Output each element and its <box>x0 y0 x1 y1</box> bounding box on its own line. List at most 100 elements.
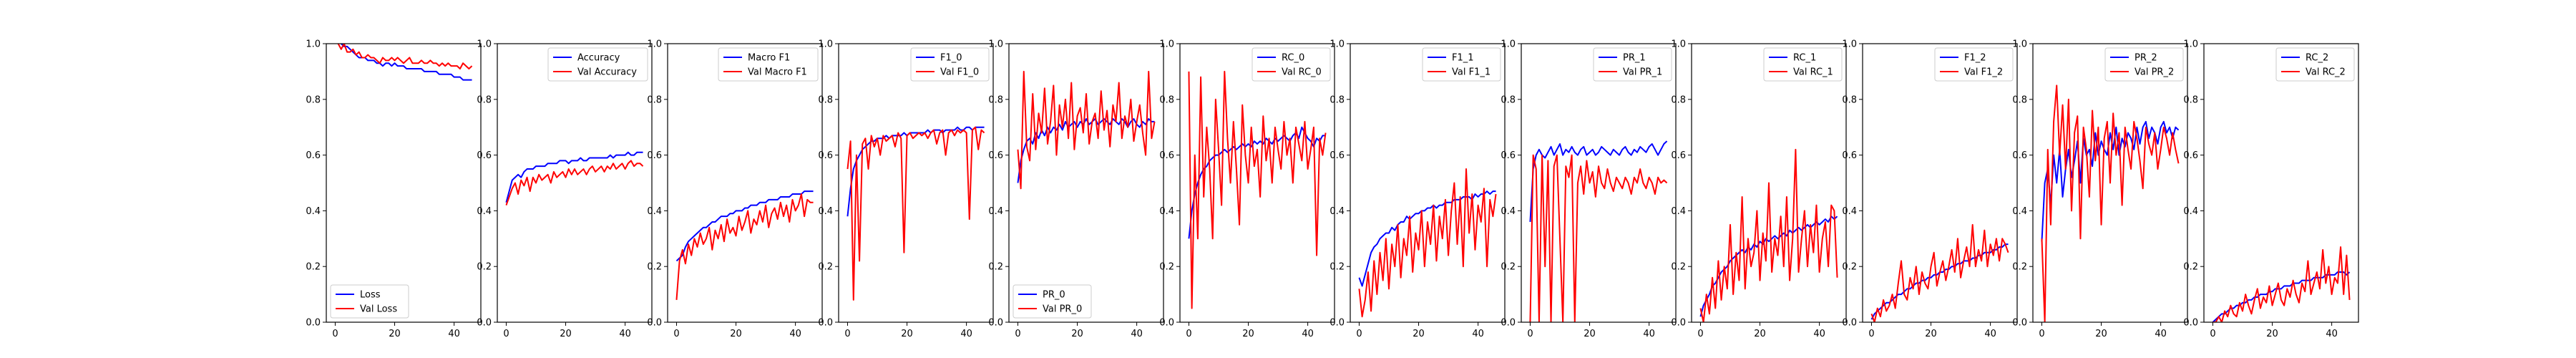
axes-frame <box>326 43 482 323</box>
legend-label: RC_1 <box>1793 53 1816 64</box>
x-tick-label: 40 <box>1813 329 1825 339</box>
chart-panel-6: 0.0 0.2 0.4 0.6 0.8 1.0 0 20 40 F1_1 Val F1_1 <box>1330 39 1506 339</box>
legend-label: PR_2 <box>2135 53 2157 64</box>
series-line-val-pr-2 <box>2041 84 2180 322</box>
x-tick-label: 20 <box>730 329 742 339</box>
y-tick-label: 0.2 <box>988 262 1003 273</box>
x-tick-label: 40 <box>1302 329 1314 339</box>
x-tick-label: 40 <box>789 329 801 339</box>
y-tick-label: 0.8 <box>1330 95 1345 105</box>
legend-box <box>330 284 409 319</box>
y-tick-label: 0.2 <box>477 262 492 273</box>
y-tick-label: 0.2 <box>2183 262 2198 273</box>
y-tick-label: 0.2 <box>647 262 662 273</box>
y-tick-label: 0.4 <box>477 206 492 217</box>
legend: Accuracy Val Accuracy <box>547 47 648 82</box>
legend-box <box>1593 47 1672 82</box>
x-tick-label: 20 <box>2095 329 2107 339</box>
y-tick-label: 0.2 <box>2012 262 2027 273</box>
legend-label: PR_1 <box>1623 53 1646 64</box>
series-line-val-loss <box>337 44 473 70</box>
legend-label: Val F1_1 <box>1452 67 1491 78</box>
legend: PR_0 Val PR_0 <box>1013 284 1092 319</box>
legend-box <box>2104 47 2184 82</box>
y-tick-label: 0.2 <box>1159 262 1174 273</box>
legend-box <box>547 47 648 82</box>
x-tick-label: 20 <box>1754 329 1766 339</box>
y-tick-label: 1.0 <box>1671 39 1686 50</box>
y-tick-label: 1.0 <box>2183 39 2198 50</box>
y-tick-label: 1.0 <box>988 39 1003 50</box>
y-tick-label: 0.4 <box>1501 206 1516 217</box>
y-tick-label: 0.2 <box>1501 262 1516 273</box>
y-tick-label: 1.0 <box>306 39 321 50</box>
y-tick-label: 0.8 <box>477 95 492 105</box>
legend: RC_2 Val RC_2 <box>2275 47 2355 82</box>
series-line-rc-1 <box>1699 216 1838 317</box>
legend: PR_1 Val PR_1 <box>1593 47 1672 82</box>
x-tick-label: 0 <box>1186 329 1191 339</box>
y-tick-label: 1.0 <box>1330 39 1345 50</box>
x-tick-label: 0 <box>844 329 850 339</box>
x-tick-label: 20 <box>1584 329 1596 339</box>
y-tick-label: 1.0 <box>477 39 492 50</box>
x-tick-label: 0 <box>1015 329 1020 339</box>
legend: F1_1 Val F1_1 <box>1422 47 1501 82</box>
series-line-val-pr-0 <box>1017 70 1156 190</box>
x-tick-label: 40 <box>619 329 631 339</box>
y-tick-label: 0.0 <box>477 318 492 329</box>
series-line-rc-0 <box>1188 126 1326 239</box>
series-line-val-rc-1 <box>1699 148 1838 322</box>
series-line-val-macro-f1 <box>675 193 814 300</box>
series-line-val-f1-0 <box>847 126 985 301</box>
x-tick-label: 20 <box>560 329 572 339</box>
x-tick-label: 0 <box>2039 329 2044 339</box>
y-tick-label: 1.0 <box>1842 39 1857 50</box>
y-tick-label: 1.0 <box>1501 39 1516 50</box>
legend: RC_0 Val RC_0 <box>1252 47 1331 82</box>
y-tick-label: 0.0 <box>1501 318 1516 329</box>
y-tick-label: 0.0 <box>818 318 833 329</box>
x-tick-label: 40 <box>1472 329 1484 339</box>
y-tick-label: 0.4 <box>647 206 662 217</box>
y-tick-label: 0.6 <box>1501 150 1516 161</box>
y-tick-label: 0.6 <box>477 150 492 161</box>
series-line-f1-1 <box>1358 190 1496 287</box>
x-tick-label: 40 <box>448 329 460 339</box>
y-tick-label: 0.8 <box>1159 95 1174 105</box>
y-tick-label: 0.6 <box>1159 150 1174 161</box>
axes-frame <box>667 43 823 323</box>
axes-frame <box>497 43 653 323</box>
x-tick-label: 20 <box>901 329 913 339</box>
x-tick-label: 20 <box>1071 329 1083 339</box>
legend-label: PR_0 <box>1043 290 1065 301</box>
y-tick-label: 0.0 <box>988 318 1003 329</box>
y-tick-label: 0.6 <box>306 150 321 161</box>
legend-box <box>718 47 819 82</box>
legend-label: Val RC_0 <box>1282 67 1322 78</box>
y-tick-label: 0.8 <box>1501 95 1516 105</box>
y-tick-label: 0.4 <box>1671 206 1686 217</box>
chart-panel-10: 0.0 0.2 0.4 0.6 0.8 1.0 0 20 40 PR_2 Val PR_2 <box>2012 39 2188 339</box>
axes-frame <box>1179 43 1335 323</box>
y-tick-label: 0.4 <box>2012 206 2027 217</box>
axes-frame <box>1862 43 2018 323</box>
y-tick-label: 0.6 <box>2183 150 2198 161</box>
x-tick-label: 40 <box>1984 329 1996 339</box>
legend-box <box>910 47 990 82</box>
x-tick-label: 20 <box>2266 329 2278 339</box>
y-tick-label: 0.6 <box>818 150 833 161</box>
legend-label: Val PR_0 <box>1043 304 1082 315</box>
axes-frame <box>1521 43 1677 323</box>
series-line-val-pr-1 <box>1529 154 1668 322</box>
y-tick-label: 0.4 <box>818 206 833 217</box>
legend-label: Val F1_2 <box>1964 67 2003 78</box>
legend-label: Val F1_0 <box>940 67 979 78</box>
y-tick-label: 0.4 <box>1330 206 1345 217</box>
y-tick-label: 0.6 <box>1842 150 1857 161</box>
y-tick-label: 0.4 <box>2183 206 2198 217</box>
axes-frame <box>838 43 994 323</box>
y-tick-label: 1.0 <box>818 39 833 50</box>
y-tick-label: 0.8 <box>2183 95 2198 105</box>
y-tick-label: 0.6 <box>647 150 662 161</box>
